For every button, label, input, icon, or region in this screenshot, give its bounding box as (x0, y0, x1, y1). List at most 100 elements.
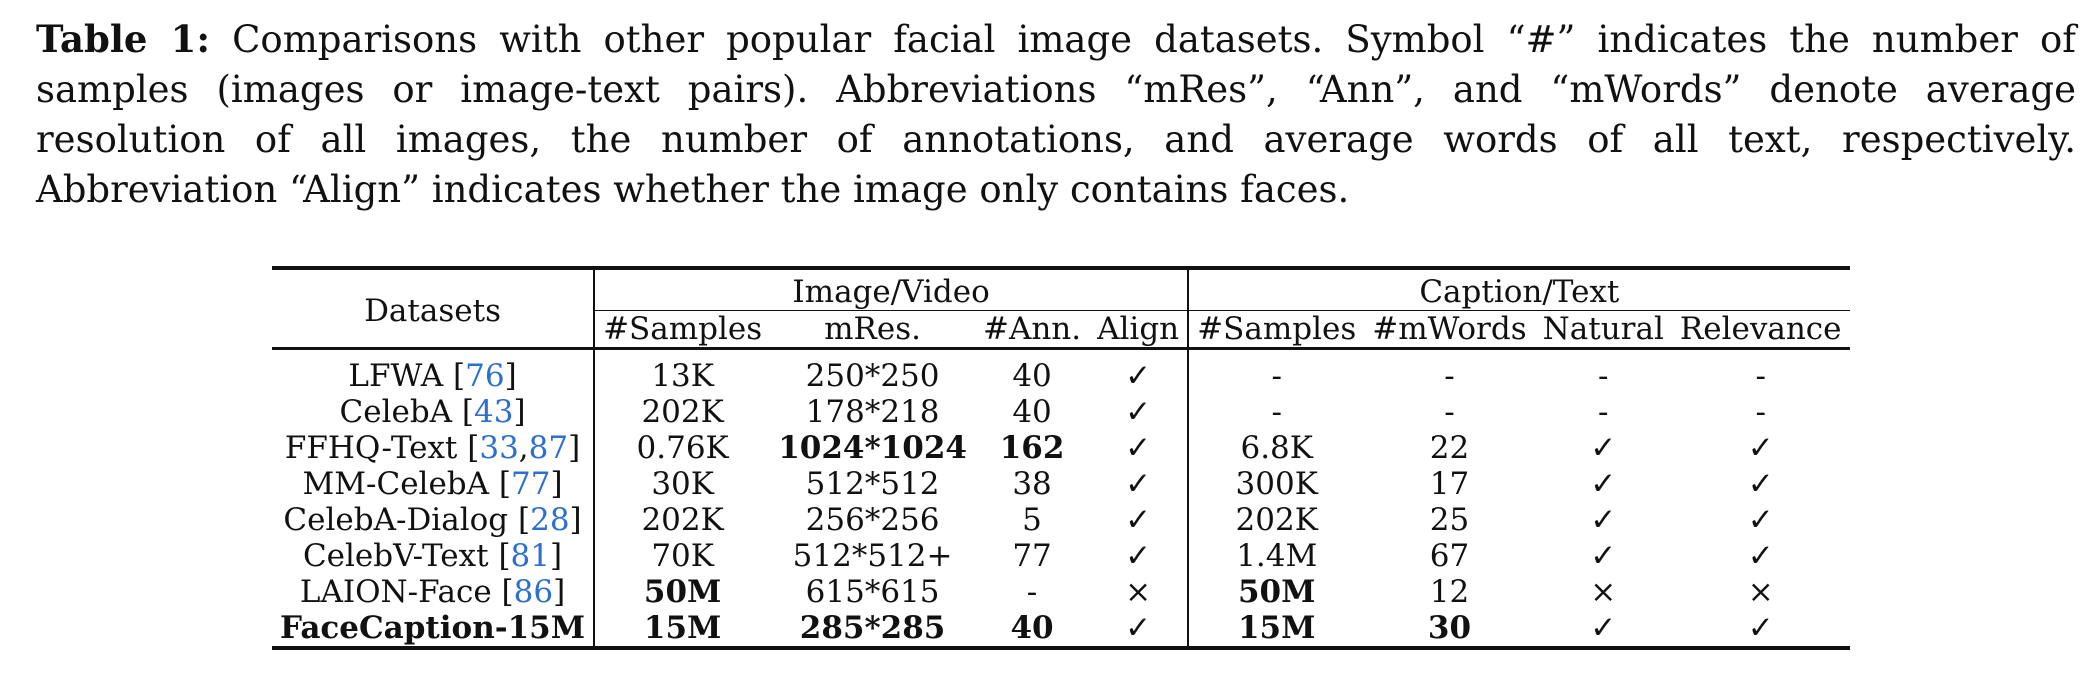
table-cell: ✓ (1089, 347, 1189, 394)
table-row: CelebA-Dialog [28] 202K 256*256 5 ✓ 202K 25 ✓ ✓ (272, 502, 1850, 538)
citation-link[interactable]: 76 (465, 358, 505, 394)
table-cell: 15M (1187, 610, 1365, 650)
table-row: LAION-Face [86] 50M 615*615 - × 50M 12 × × (272, 574, 1850, 610)
citation-link[interactable]: 81 (510, 538, 550, 574)
table-cell: - (1187, 347, 1365, 394)
table-cell: 30K (593, 466, 771, 502)
col-header-ann: #Ann. (974, 310, 1090, 349)
table-cell: ✓ (1089, 610, 1189, 650)
citation-link[interactable]: 87 (528, 430, 569, 466)
dataset-name-cell: CelebA-Dialog [28] (283, 502, 582, 538)
table-cell: 13K (593, 347, 771, 394)
table-cell: 40 (1012, 394, 1052, 430)
table-cell: - (1598, 394, 1609, 430)
table-cell: ✓ (1590, 430, 1617, 466)
citation-link[interactable]: 86 (513, 574, 554, 610)
col-header-mwords: #mWords (1364, 310, 1535, 349)
dataset-name-cell: MM-CelebA [77] (302, 466, 563, 502)
table-cell: 38 (1012, 466, 1052, 502)
table-cell: 17 (1429, 466, 1470, 502)
table-cell: 300K (1187, 466, 1365, 502)
table-cell: × (1747, 574, 1774, 610)
table-cell: × (1590, 574, 1617, 610)
datasets-header: Datasets (272, 266, 595, 349)
caption-text: Comparisons with other popular facial im… (36, 18, 2076, 211)
table-cell: - (1026, 574, 1038, 610)
table-cell: ✓ (1671, 610, 1850, 650)
table-cell: 77 (1012, 538, 1052, 574)
image-video-group-header: Image/Video (593, 266, 1189, 311)
dataset-name-cell: CelebV-Text [81] (302, 538, 563, 574)
table-cell: ✓ (1747, 502, 1774, 538)
dataset-name-cell: LFWA [76] (272, 347, 595, 394)
comparison-table-wrapper: Datasets Image/Video Caption/Text #Sampl… (272, 266, 1850, 650)
caption-label: Table 1: (36, 17, 211, 61)
table-cell: 15M (593, 610, 771, 650)
dataset-name: CelebV-Text (302, 538, 489, 574)
dataset-name: LAION-Face (299, 574, 492, 610)
dataset-name-cell: FaceCaption-15M (272, 610, 595, 650)
dataset-name: FaceCaption-15M (280, 610, 586, 646)
table-cell: ✓ (1590, 466, 1617, 502)
table-cell: 256*256 (805, 502, 940, 538)
table-cell: ✓ (1125, 502, 1152, 538)
citation-link[interactable]: 28 (530, 502, 570, 538)
dataset-name: LFWA (348, 358, 444, 394)
comparison-table: Datasets Image/Video Caption/Text #Sampl… (272, 266, 1850, 650)
col-header-relevance: Relevance (1671, 310, 1850, 349)
table-cell: 70K (593, 538, 771, 574)
table-cell: 202K (1187, 502, 1365, 538)
table-cell: - (1444, 394, 1455, 430)
table-cell: 615*615 (805, 574, 940, 610)
caption-text-group-header: Caption/Text (1187, 266, 1850, 311)
table-cell: ✓ (1125, 538, 1152, 574)
table-cell: × (1125, 574, 1152, 610)
table-row: FaceCaption-15M 15M 285*285 40 ✓ 15M 30 ✓ ✓ (272, 610, 1850, 650)
dataset-name: MM-CelebA (302, 466, 490, 502)
table-cell: 250*250 (770, 347, 975, 394)
col-header-mres: mRes. (770, 310, 975, 349)
column-header-row: #Samples mRes. #Ann. Align #Samples #mWo… (272, 310, 1850, 349)
dataset-name: CelebA (339, 394, 453, 430)
table-cell: 178*218 (805, 394, 940, 430)
table-cell: 30 (1364, 610, 1535, 650)
citation-link[interactable]: 77 (510, 466, 551, 502)
table-cell: 67 (1429, 538, 1470, 574)
col-header-image-samples: #Samples (593, 310, 771, 349)
table-cell: ✓ (1747, 466, 1774, 502)
table-cell: - (1364, 347, 1535, 394)
table-cell: 162 (999, 430, 1065, 466)
table-cell: 512*512 (805, 466, 940, 502)
table-row: CelebV-Text [81] 70K 512*512+ 77 ✓ 1.4M 67 ✓ ✓ (272, 538, 1850, 574)
table-cell: ✓ (1125, 430, 1152, 466)
table-cell: 202K (593, 394, 771, 430)
table-cell: 6.8K (1187, 430, 1365, 466)
col-header-natural: Natural (1534, 310, 1672, 349)
table-cell: ✓ (1747, 430, 1774, 466)
dataset-name-cell: LAION-Face [86] (299, 574, 566, 610)
citation-link[interactable]: 33 (479, 430, 519, 466)
col-header-text-samples: #Samples (1187, 310, 1365, 349)
table-cell: 0.76K (593, 430, 771, 466)
table-cell: - (1755, 394, 1766, 430)
table-cell: 512*512+ (792, 538, 953, 574)
table-cell: 40 (974, 347, 1090, 394)
group-header-row: Datasets Image/Video Caption/Text (272, 266, 1850, 349)
table-cell: 12 (1429, 574, 1470, 610)
dataset-name: FFHQ-Text (284, 430, 458, 466)
table-row: LFWA [76] 13K 250*250 40 ✓ - - - - (272, 347, 1850, 394)
dataset-name-cell: FFHQ-Text [33,87] (284, 430, 581, 466)
table-cell: ✓ (1125, 466, 1152, 502)
table-cell: 25 (1429, 502, 1470, 538)
table-cell: ✓ (1125, 394, 1152, 430)
table-row: MM-CelebA [77] 30K 512*512 38 ✓ 300K 17 ✓ ✓ (272, 466, 1850, 502)
table-row: FFHQ-Text [33,87] 0.76K 1024*1024 162 ✓ 6.8K 2… (272, 430, 1850, 466)
citation-link[interactable]: 43 (474, 394, 514, 430)
dataset-name-cell: CelebA [43] (339, 394, 526, 430)
table-cell: 50M (1187, 574, 1365, 610)
table-cell: ✓ (1590, 502, 1617, 538)
table-cell: 50M (593, 574, 771, 610)
table-cell: 1.4M (1187, 538, 1365, 574)
table-caption: Table 1: Comparisons with other popular … (36, 14, 2076, 215)
table-cell: 202K (593, 502, 771, 538)
